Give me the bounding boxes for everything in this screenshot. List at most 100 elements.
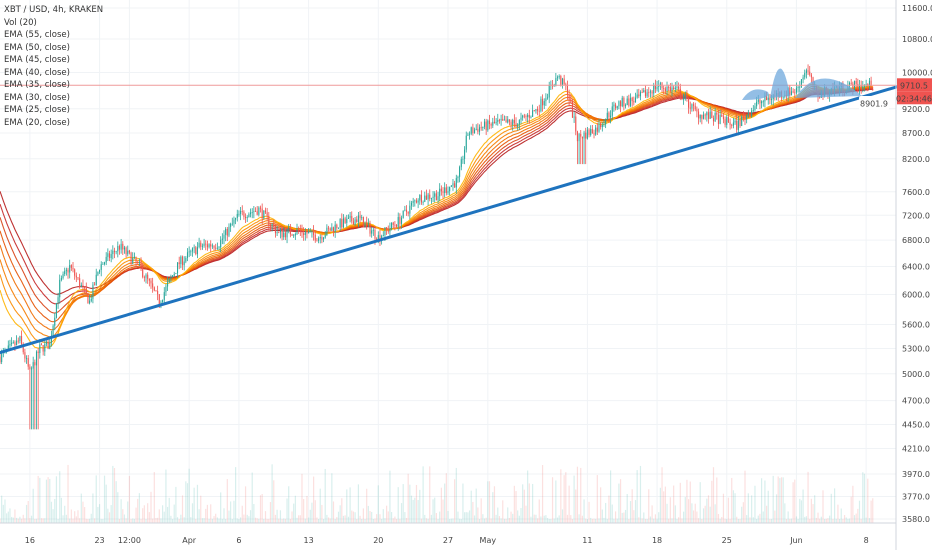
indicator-ema-20[interactable]: EMA (20, close)	[4, 117, 70, 128]
symbol-title[interactable]: XBT / USD, 4h, KRAKEN	[4, 5, 104, 15]
candle-body	[472, 127, 474, 134]
volume-bar	[425, 518, 428, 523]
indicator-ema-35[interactable]: EMA (35, close)	[4, 80, 70, 90]
candle-body	[605, 119, 607, 125]
indicator-ema-55[interactable]: EMA (55, close)	[4, 30, 70, 40]
candle-body	[649, 91, 651, 93]
volume-bar	[351, 510, 353, 523]
volume-bar	[181, 495, 184, 523]
candle-body	[143, 276, 145, 278]
candle-body	[570, 99, 572, 102]
candle-body	[213, 245, 215, 248]
volume-bar	[488, 481, 491, 523]
volume-bar	[256, 518, 258, 523]
volume-bar	[352, 511, 355, 523]
volume-bar	[583, 499, 585, 523]
volume-bar	[239, 517, 242, 523]
candle-body	[190, 251, 192, 253]
volume-bar	[248, 516, 250, 523]
price-tick-label: 4210.0	[902, 445, 930, 454]
candle-body	[246, 217, 248, 219]
candle-body	[85, 287, 87, 294]
volume-bar	[661, 467, 663, 523]
indicator-ema-30[interactable]: EMA (30, close)	[4, 92, 70, 103]
volume-bar	[639, 465, 642, 523]
candle-body	[342, 218, 345, 228]
time-tick-label: 20	[373, 536, 383, 545]
candle-body	[736, 120, 738, 130]
volume-bar	[537, 518, 539, 523]
volume-bar	[575, 489, 577, 523]
volume-bar	[379, 514, 381, 523]
volume-bar	[175, 486, 177, 523]
volume-bar	[842, 518, 844, 523]
candle-body	[283, 232, 285, 238]
candle-body	[475, 128, 477, 130]
price-tick-label: 10800.0	[902, 35, 932, 44]
volume-bar	[658, 512, 660, 523]
volume-bar	[669, 497, 671, 523]
volume-bar	[12, 517, 14, 523]
volume-bar	[409, 484, 411, 523]
indicator-ema-40[interactable]: EMA (40, close)	[4, 67, 70, 78]
candle-body	[548, 85, 550, 98]
candle-body	[201, 245, 203, 247]
candle-body	[198, 242, 200, 248]
indicator-vol[interactable]: Vol (20)	[4, 17, 37, 28]
volume-bar	[208, 518, 210, 523]
volume-bar	[687, 499, 690, 523]
candle-body	[454, 183, 456, 188]
candle-body	[679, 88, 681, 98]
price-tick-label: 8200.0	[902, 155, 930, 164]
candle-body	[155, 290, 157, 292]
volume-bar	[684, 497, 686, 523]
candle-body	[79, 278, 81, 287]
volume-bar	[264, 511, 267, 523]
volume-bar	[493, 486, 496, 523]
volume-bar	[424, 514, 426, 523]
volume-bar	[188, 468, 190, 523]
price-axis[interactable]: 11600.0 10800.0 10000.0 9200.0 8700.0 8200.0 7…	[895, 0, 932, 550]
volume-bar	[244, 486, 247, 523]
candle-body	[482, 126, 484, 128]
volume-bar	[460, 518, 462, 523]
volume-bar	[394, 516, 396, 523]
volume-bar	[210, 504, 212, 523]
indicator-ema-50[interactable]: EMA (50, close)	[4, 42, 70, 53]
time-axis[interactable]: 16 23 12:00 Apr 6 13 20 27 May 11 18 25 Jun 8	[0, 522, 896, 545]
volume-bar	[492, 492, 494, 523]
candle-body	[103, 262, 106, 265]
candle-body	[233, 219, 235, 224]
candle-body	[853, 81, 856, 92]
candle-body	[193, 247, 195, 249]
time-tick-label: 13	[304, 536, 314, 545]
candle-body	[153, 287, 155, 291]
indicator-ema-25[interactable]: EMA (25, close)	[4, 105, 70, 115]
volume-bar	[422, 466, 424, 523]
candle-body	[39, 344, 41, 354]
volume-bar	[666, 503, 668, 523]
price-tick-label: 7200.0	[902, 211, 930, 220]
candle-body	[427, 194, 429, 200]
volume-bar	[130, 518, 132, 523]
volume-bar	[268, 518, 270, 523]
candle-body	[795, 87, 797, 93]
volume-bar	[444, 483, 446, 523]
candle-body	[656, 86, 658, 90]
volume-bar	[867, 478, 869, 523]
candle-body	[742, 116, 744, 118]
volume-bar	[729, 518, 731, 523]
candle-body	[289, 228, 291, 235]
volume-bar	[336, 517, 338, 523]
candle-body	[42, 345, 44, 352]
candle-body	[699, 114, 701, 119]
price-tick-label: 10000.0	[902, 69, 932, 78]
candle-body	[62, 273, 64, 279]
time-tick-label: Jun	[789, 536, 803, 545]
candle-body	[741, 116, 743, 127]
volume-bar	[157, 517, 159, 523]
indicator-ema-45[interactable]: EMA (45, close)	[4, 55, 70, 65]
volume-bar	[709, 506, 711, 523]
volume-bar	[462, 483, 464, 523]
